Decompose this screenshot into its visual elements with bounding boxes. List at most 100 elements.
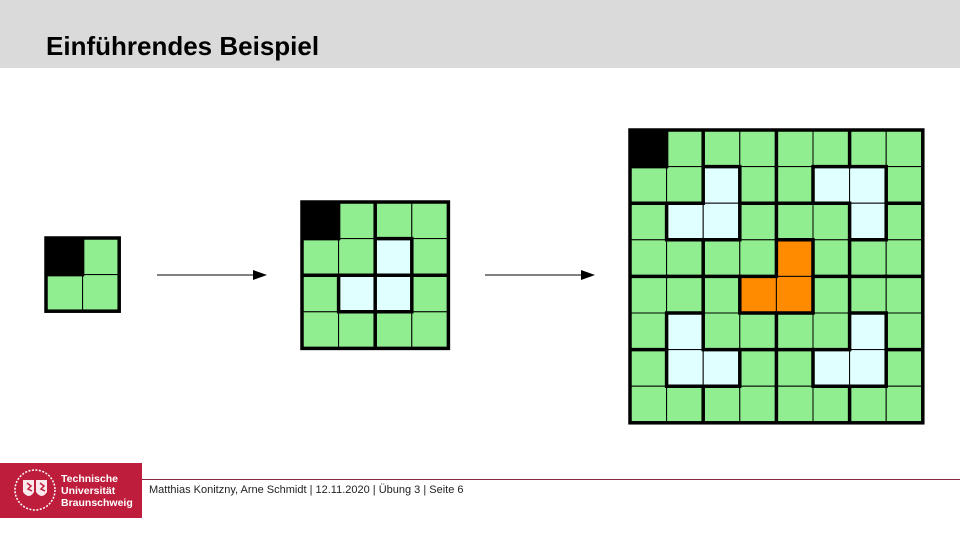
grid-cell <box>775 239 814 277</box>
grid-cell <box>666 385 704 424</box>
grid-cell <box>301 274 340 313</box>
grid-cell <box>629 239 668 277</box>
grid-cell <box>812 275 851 314</box>
grid-cell <box>666 349 704 387</box>
lion-seal-icon <box>14 469 56 511</box>
grid-outline <box>628 128 925 425</box>
grid-cell <box>374 274 413 313</box>
header-bar: Einführendes Beispiel <box>0 0 960 68</box>
grid-cell <box>301 311 340 349</box>
grid-cell <box>885 129 924 168</box>
grid-cell <box>338 274 376 313</box>
grid-cell <box>739 166 777 204</box>
grid-cell <box>301 201 340 240</box>
logo-line: Braunschweig <box>61 497 133 509</box>
grid-cell <box>666 129 704 168</box>
grid-cell <box>411 238 449 276</box>
grid-cell <box>739 239 777 277</box>
grid-cell <box>885 349 924 387</box>
grid-cell <box>629 166 668 204</box>
grid-cell <box>629 275 668 314</box>
grid-cell <box>849 275 887 314</box>
grid-cell <box>775 275 814 314</box>
grid-cell <box>374 238 413 276</box>
grid-cell <box>411 201 449 240</box>
grid-cell <box>82 237 120 276</box>
grid-cell <box>812 349 851 387</box>
grid-cell <box>885 166 924 204</box>
footer-text: Matthias Konitzny, Arne Schmidt | 12.11.… <box>149 484 464 496</box>
logo-line: Universität <box>61 485 116 497</box>
grid-cell <box>629 129 668 168</box>
grid-cell <box>739 275 777 314</box>
grid-cell <box>775 166 814 204</box>
grid-cell <box>775 312 814 351</box>
grid-cell <box>702 166 741 204</box>
grid-cell <box>775 349 814 387</box>
grid-cell <box>885 202 924 241</box>
grid-cell <box>666 202 704 241</box>
grid-cell <box>702 349 741 387</box>
grid-cell <box>629 349 668 387</box>
footer-divider <box>142 479 960 480</box>
grid-cell <box>885 275 924 314</box>
grid-cell <box>666 312 704 351</box>
grid-cell <box>629 202 668 241</box>
grid-4x4 <box>300 200 451 351</box>
grid-cell <box>739 202 777 241</box>
grid-cell <box>849 349 887 387</box>
grid-cell <box>849 166 887 204</box>
grid-cell <box>374 201 413 240</box>
grid-cell <box>849 385 887 424</box>
grid-cell <box>338 201 376 240</box>
grid-cell <box>45 274 84 312</box>
university-logo: Technische Universität Braunschweig <box>0 463 142 518</box>
grid-8x8 <box>628 128 925 425</box>
grid-cell <box>885 385 924 424</box>
grid-cell <box>666 239 704 277</box>
grid-cell <box>411 274 449 313</box>
grid-cell <box>775 202 814 241</box>
grid-cell <box>812 385 851 424</box>
grid-cell <box>849 239 887 277</box>
arrow-icon <box>157 270 267 280</box>
grid-cell <box>885 312 924 351</box>
grid-cell <box>812 202 851 241</box>
grid-cell <box>775 385 814 424</box>
grid-cell <box>702 275 741 314</box>
grid-cell <box>45 237 84 276</box>
grid-cell <box>702 239 741 277</box>
grid-cell <box>812 166 851 204</box>
slide-title: Einführendes Beispiel <box>46 31 320 61</box>
grid-cell <box>702 385 741 424</box>
grid-outline <box>300 200 451 351</box>
logo-line: Technische <box>61 473 118 485</box>
arrow-icon <box>485 270 595 280</box>
grid-cell <box>849 202 887 241</box>
grid-cell <box>629 312 668 351</box>
grid-cell <box>338 238 376 276</box>
grid-cell <box>739 385 777 424</box>
grid-cell <box>849 129 887 168</box>
grid-cell <box>702 312 741 351</box>
grid-cell <box>82 274 120 312</box>
grid-cell <box>338 311 376 349</box>
grid-cell <box>411 311 449 349</box>
grid-cell <box>666 166 704 204</box>
grid-cell <box>885 239 924 277</box>
grid-cell <box>739 312 777 351</box>
grid-cell <box>374 311 413 349</box>
grid-cell <box>812 239 851 277</box>
grid-outline <box>44 236 121 313</box>
grid-cell <box>702 129 741 168</box>
grid-cell <box>812 312 851 351</box>
grid-cell <box>849 312 887 351</box>
grid-cell <box>629 385 668 424</box>
grid-cell <box>666 275 704 314</box>
grid-2x2 <box>44 236 121 313</box>
grid-cell <box>702 202 741 241</box>
grid-cell <box>812 129 851 168</box>
grid-cell <box>775 129 814 168</box>
grid-cell <box>301 238 340 276</box>
grid-cell <box>739 349 777 387</box>
